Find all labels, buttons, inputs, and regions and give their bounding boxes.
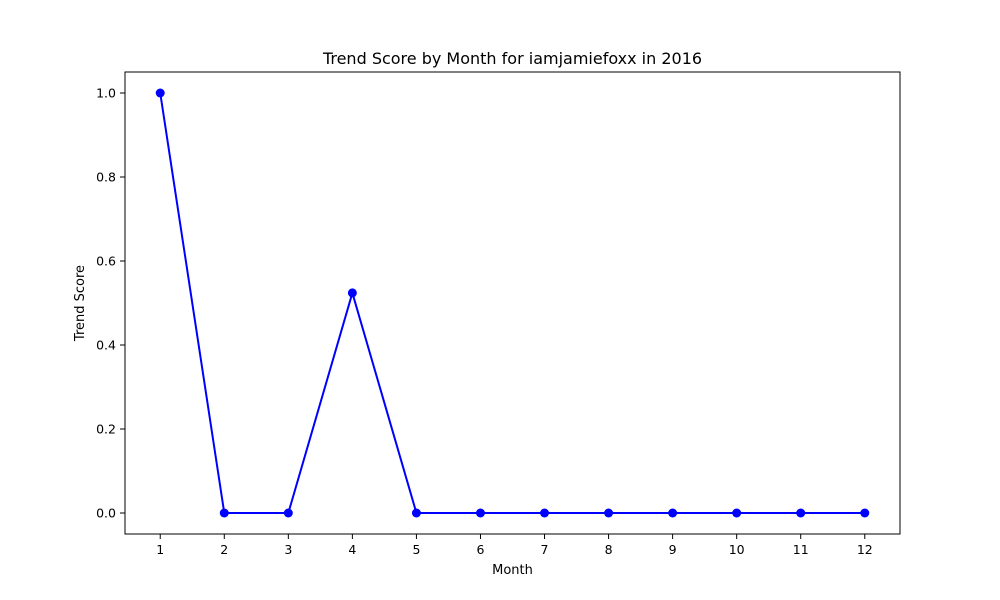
chart-title: Trend Score by Month for iamjamiefoxx in… bbox=[322, 49, 702, 68]
data-point bbox=[604, 508, 614, 518]
y-axis-ticks: 0.0 0.2 0.4 0.6 0.8 1.0 bbox=[96, 86, 125, 521]
data-point bbox=[540, 508, 550, 518]
x-tick-label: 11 bbox=[793, 542, 809, 557]
x-tick-label: 8 bbox=[605, 542, 613, 557]
data-point bbox=[475, 508, 485, 518]
data-point bbox=[283, 508, 293, 518]
x-tick-label: 1 bbox=[156, 542, 164, 557]
series-layer bbox=[155, 88, 870, 518]
data-point bbox=[347, 288, 357, 298]
data-point bbox=[155, 88, 165, 98]
y-tick-label: 0.4 bbox=[96, 338, 116, 353]
data-point bbox=[860, 508, 870, 518]
x-tick-label: 6 bbox=[476, 542, 484, 557]
x-tick-label: 7 bbox=[541, 542, 549, 557]
plot-area-frame bbox=[124, 71, 901, 535]
x-tick-label: 3 bbox=[284, 542, 292, 557]
x-axis-ticks: 1 2 3 4 5 6 7 8 9 10 11 12 bbox=[156, 534, 873, 557]
data-point bbox=[668, 508, 678, 518]
data-point bbox=[732, 508, 742, 518]
y-tick-label: 0.0 bbox=[96, 506, 116, 521]
data-point bbox=[411, 508, 421, 518]
y-tick-label: 0.8 bbox=[96, 170, 116, 185]
x-axis-label: Month bbox=[492, 563, 533, 578]
x-tick-label: 12 bbox=[857, 542, 873, 557]
x-tick-label: 2 bbox=[220, 542, 228, 557]
y-tick-label: 0.6 bbox=[96, 254, 116, 269]
y-tick-label: 0.2 bbox=[96, 422, 116, 437]
x-tick-label: 10 bbox=[729, 542, 745, 557]
y-axis-label: Trend Score bbox=[73, 265, 88, 342]
data-point bbox=[796, 508, 806, 518]
x-tick-label: 4 bbox=[348, 542, 356, 557]
data-point bbox=[219, 508, 229, 518]
y-tick-label: 1.0 bbox=[96, 86, 116, 101]
series-line bbox=[159, 92, 865, 514]
x-tick-label: 5 bbox=[412, 542, 420, 557]
x-tick-label: 9 bbox=[669, 542, 677, 557]
